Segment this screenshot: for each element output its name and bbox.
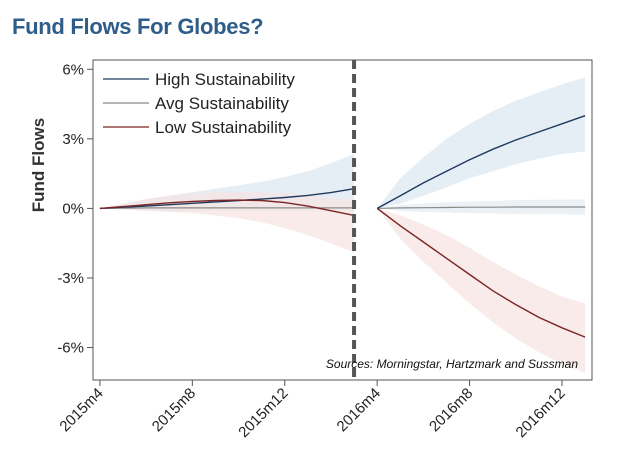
- legend-label-low-sustainability: Low Sustainability: [155, 118, 292, 137]
- line-high-sustainability-post: [376, 115, 586, 210]
- line-avg-sustainability-post: [377, 206, 586, 209]
- plot-frame: [92, 59, 593, 381]
- band-low-sustainability-pre: [99, 191, 355, 253]
- x-tick-label: 2016m4: [334, 385, 384, 435]
- x-tick-label: 2015m8: [149, 385, 199, 435]
- y-tick-label: 6%: [62, 61, 84, 78]
- chart-title: Fund Flows For Globes?: [12, 14, 264, 39]
- y-tick-label: 3%: [62, 131, 84, 148]
- x-tick-label: 2016m12: [513, 385, 569, 441]
- plot-frame-rect: [92, 59, 593, 381]
- line-low-sustainability-post: [376, 207, 586, 338]
- x-tick-label: 2015m4: [56, 385, 106, 435]
- y-tick-label: 0%: [62, 200, 84, 217]
- y-axis-label: Fund Flows: [29, 118, 48, 212]
- line-high-sustainability-pre: [99, 188, 355, 210]
- band-high-sustainability-post: [377, 77, 586, 209]
- x-tick-label: 2016m8: [426, 385, 476, 435]
- legend-label-high-sustainability: High Sustainability: [155, 70, 295, 89]
- source-annotation: Sources: Morningstar, Hartzmark and Suss…: [326, 357, 578, 371]
- y-tick-label: -6%: [57, 340, 84, 357]
- legend-label-avg-sustainability: Avg Sustainability: [155, 94, 289, 113]
- y-tick-label: -3%: [57, 270, 84, 287]
- x-tick-label: 2015m12: [235, 385, 291, 441]
- confidence-bands: [99, 77, 586, 373]
- line-low-sustainability-pre: [99, 199, 355, 217]
- legend: High Sustainability Avg Sustainability Low…: [103, 70, 295, 137]
- band-low-sustainability-post: [377, 208, 586, 373]
- line-avg-sustainability-pre: [99, 207, 355, 209]
- series-lines: [99, 115, 586, 338]
